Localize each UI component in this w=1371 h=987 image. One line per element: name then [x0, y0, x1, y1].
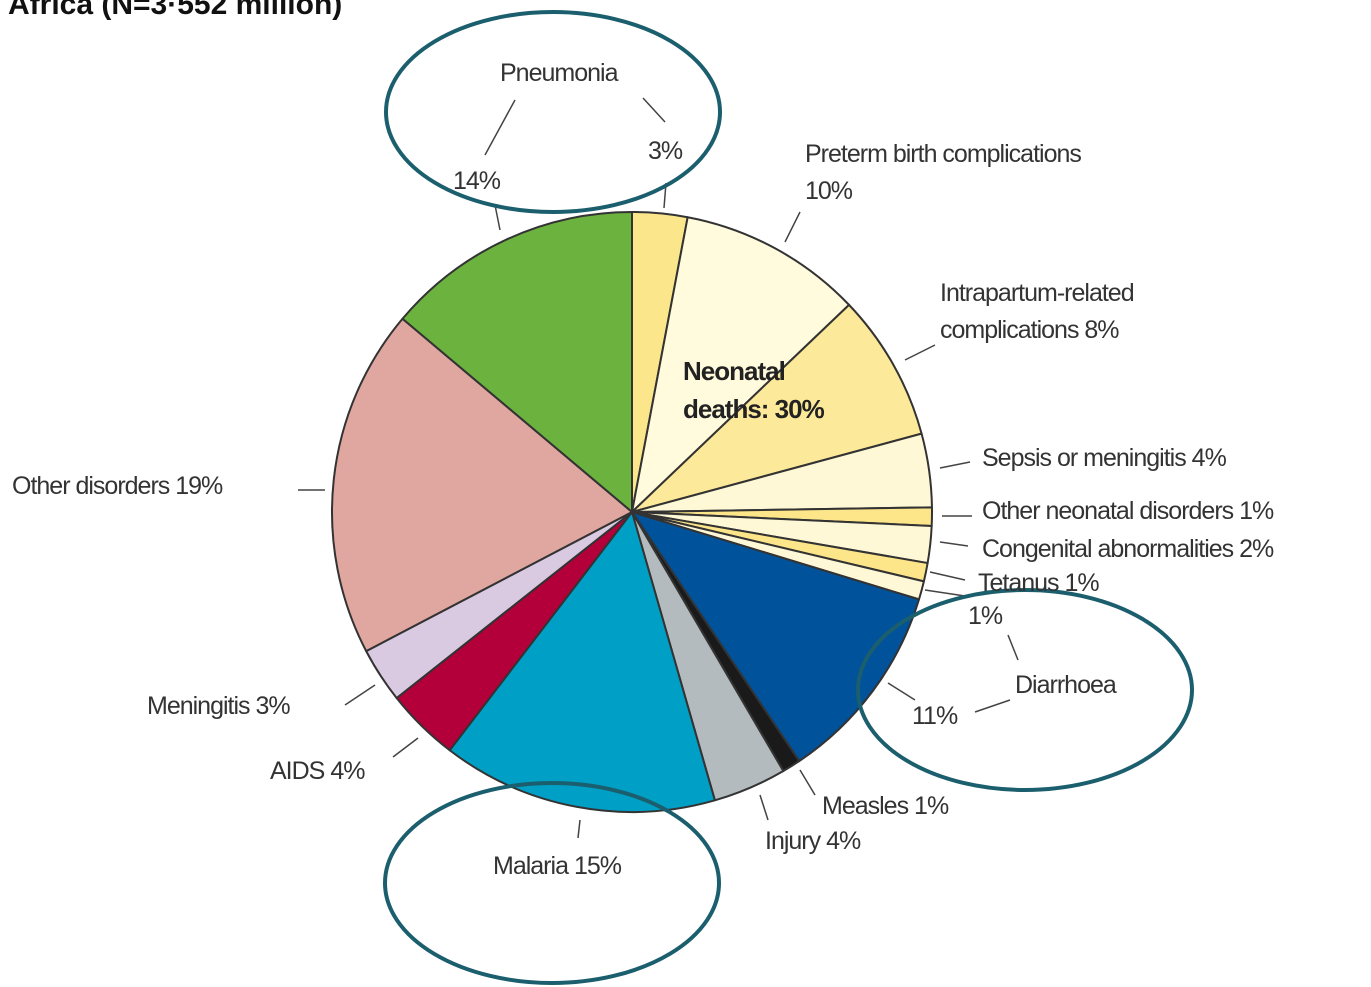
value-label: 11% [912, 702, 958, 730]
value-label: 19% [175, 472, 223, 500]
leader-line [939, 461, 971, 469]
pie-slice [331, 317, 633, 653]
slice-label: Injury 4% [765, 823, 965, 860]
value-label: 3% [648, 137, 683, 165]
annotation: Neonatal deaths: 30% [683, 356, 825, 424]
leader-line [1007, 634, 1019, 661]
category-label: Meningitis [147, 692, 251, 720]
slice-label: 14% [453, 163, 533, 200]
category-label: Injury [765, 827, 821, 855]
value-label: 1% [1239, 497, 1274, 525]
leader-line [929, 571, 966, 581]
value-label: 10% [805, 177, 853, 205]
group-label: Pneumonia [500, 59, 618, 87]
category-label: Intrapartum-related complications [940, 279, 1135, 344]
leader-line [924, 589, 966, 597]
slice-label: Malaria 15% [493, 848, 713, 885]
slice-label: AIDS 4% [270, 753, 410, 790]
value-label: 4% [1191, 444, 1227, 472]
leader-line [904, 344, 936, 361]
pie-slice [448, 511, 716, 813]
value-label: 4% [330, 757, 365, 785]
leader-line [887, 682, 916, 701]
leader-line [939, 541, 969, 547]
highlight-ellipse [383, 781, 721, 985]
category-label: Preterm birth complications [805, 140, 1082, 168]
slice-label: 1% [968, 598, 1048, 635]
slice-label: Other neonatal disorders 1% [982, 493, 1371, 530]
slice-label: Preterm birth complications 10% [805, 136, 1085, 210]
leader-line [392, 737, 419, 758]
value-label: 1% [968, 602, 1003, 630]
highlight-ellipse [384, 10, 722, 214]
leader-line [642, 97, 666, 123]
category-label: Sepsis or meningitis [982, 444, 1187, 472]
leader-line [577, 819, 581, 839]
slice-label: Intrapartum-related complications 8% [940, 275, 1220, 349]
category-label: Measles [822, 792, 909, 820]
chart-title: Africa (N=3·552 million) [8, 0, 343, 21]
category-label: Other neonatal disorders [982, 497, 1234, 525]
pie-slice [631, 216, 851, 513]
slice-label: Congenital abnormalities 2% [982, 531, 1371, 568]
value-label: 8% [1084, 316, 1119, 344]
group-label: Diarrhoea [1015, 671, 1117, 699]
value-label: 15% [573, 852, 622, 880]
value-label: 1% [1064, 569, 1100, 597]
slice-label: Sepsis or meningitis 4% [982, 440, 1362, 477]
leader-line [344, 684, 376, 706]
leader-line [759, 794, 769, 821]
value-label: 14% [453, 167, 501, 195]
category-label: Other disorders [12, 472, 170, 500]
category-label: Malaria [493, 852, 569, 880]
value-label: 1% [914, 792, 949, 820]
leader-line [799, 769, 816, 796]
leader-line [494, 204, 501, 231]
value-label: 4% [826, 827, 861, 855]
slice-label: Tetanus 1% [978, 565, 1178, 602]
category-label: Tetanus [978, 569, 1060, 597]
leader-line [484, 99, 516, 156]
value-label: 3% [255, 692, 291, 720]
category-label: AIDS [270, 757, 325, 785]
highlight-ellipse [856, 588, 1194, 792]
leader-line [974, 699, 1011, 713]
slice-label: Other disorders 19% [12, 468, 312, 505]
slice-label: Meningitis 3% [147, 688, 357, 725]
slice-label: Measles 1% [822, 788, 1022, 825]
leader-line [784, 211, 801, 243]
slice-label: 3% [648, 133, 728, 170]
pie-slice [631, 303, 923, 513]
category-label: Congenital abnormalities [982, 535, 1234, 563]
pie-slice [401, 211, 633, 513]
slice-label: 11% [912, 698, 992, 735]
value-label: 2% [1239, 535, 1274, 563]
